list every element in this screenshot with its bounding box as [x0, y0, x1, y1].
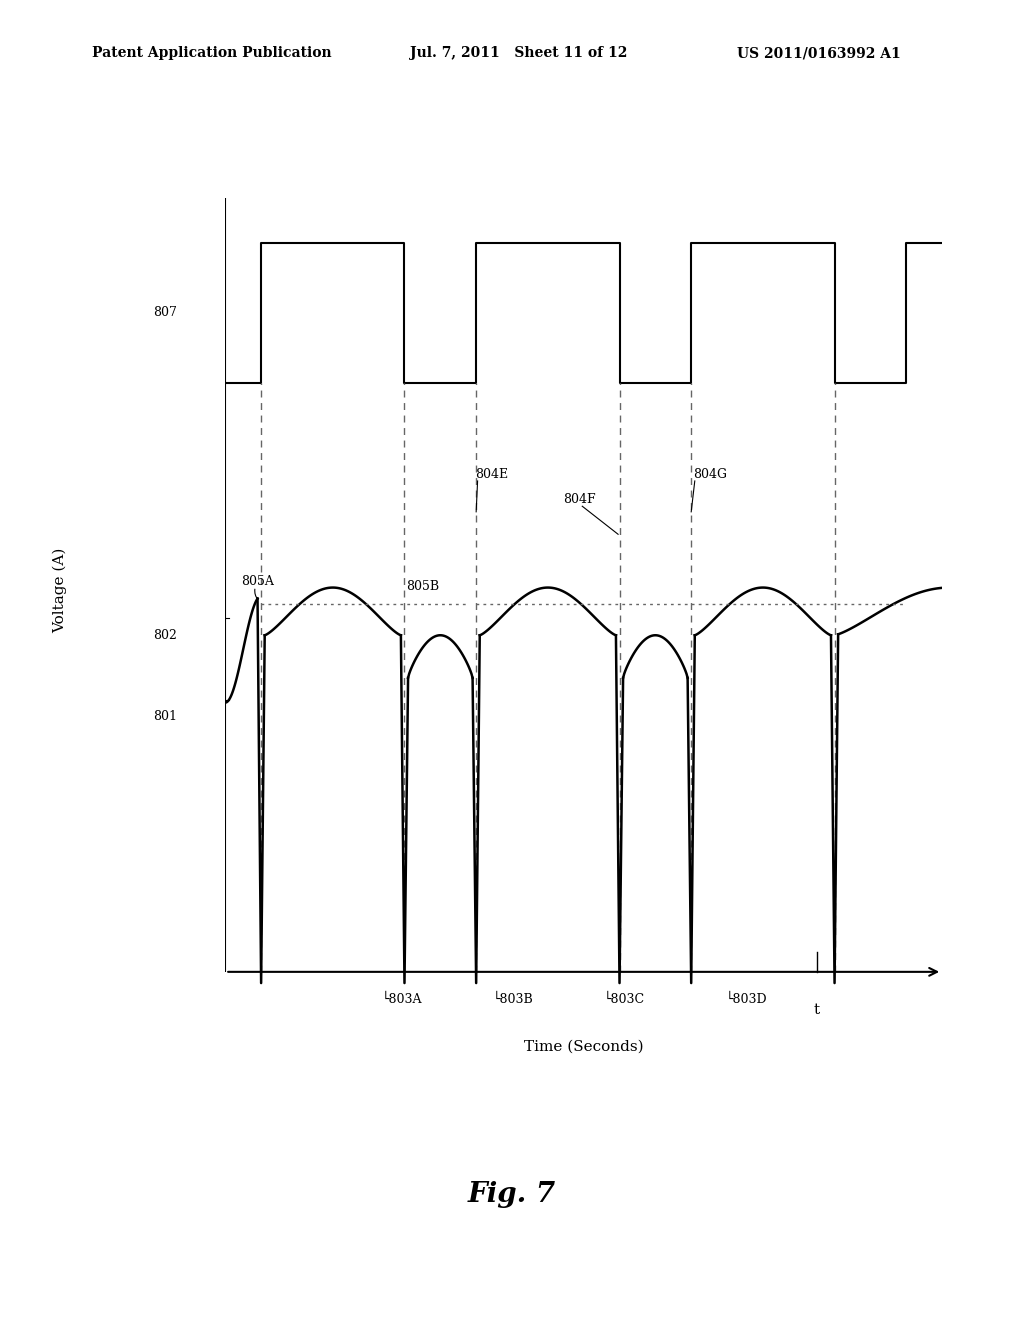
Text: US 2011/0163992 A1: US 2011/0163992 A1 [737, 46, 901, 61]
Text: 804G: 804G [692, 469, 727, 482]
Text: 805B: 805B [406, 581, 439, 594]
Text: 807: 807 [154, 306, 177, 319]
Text: 804E: 804E [475, 469, 508, 482]
Text: 804F: 804F [563, 494, 596, 507]
Text: └803A: └803A [382, 993, 422, 1006]
Text: t: t [814, 1003, 819, 1016]
Text: Fig. 7: Fig. 7 [468, 1181, 556, 1208]
Text: Time (Seconds): Time (Seconds) [524, 1039, 643, 1053]
Text: └803B: └803B [493, 993, 534, 1006]
Text: Patent Application Publication: Patent Application Publication [92, 46, 332, 61]
Text: Jul. 7, 2011   Sheet 11 of 12: Jul. 7, 2011 Sheet 11 of 12 [410, 46, 627, 61]
Text: └803D: └803D [726, 993, 767, 1006]
Text: 805A: 805A [241, 574, 274, 587]
Text: 801: 801 [154, 710, 177, 723]
Text: Voltage (A): Voltage (A) [53, 548, 68, 634]
Text: └803C: └803C [604, 993, 645, 1006]
Text: 802: 802 [154, 628, 177, 642]
